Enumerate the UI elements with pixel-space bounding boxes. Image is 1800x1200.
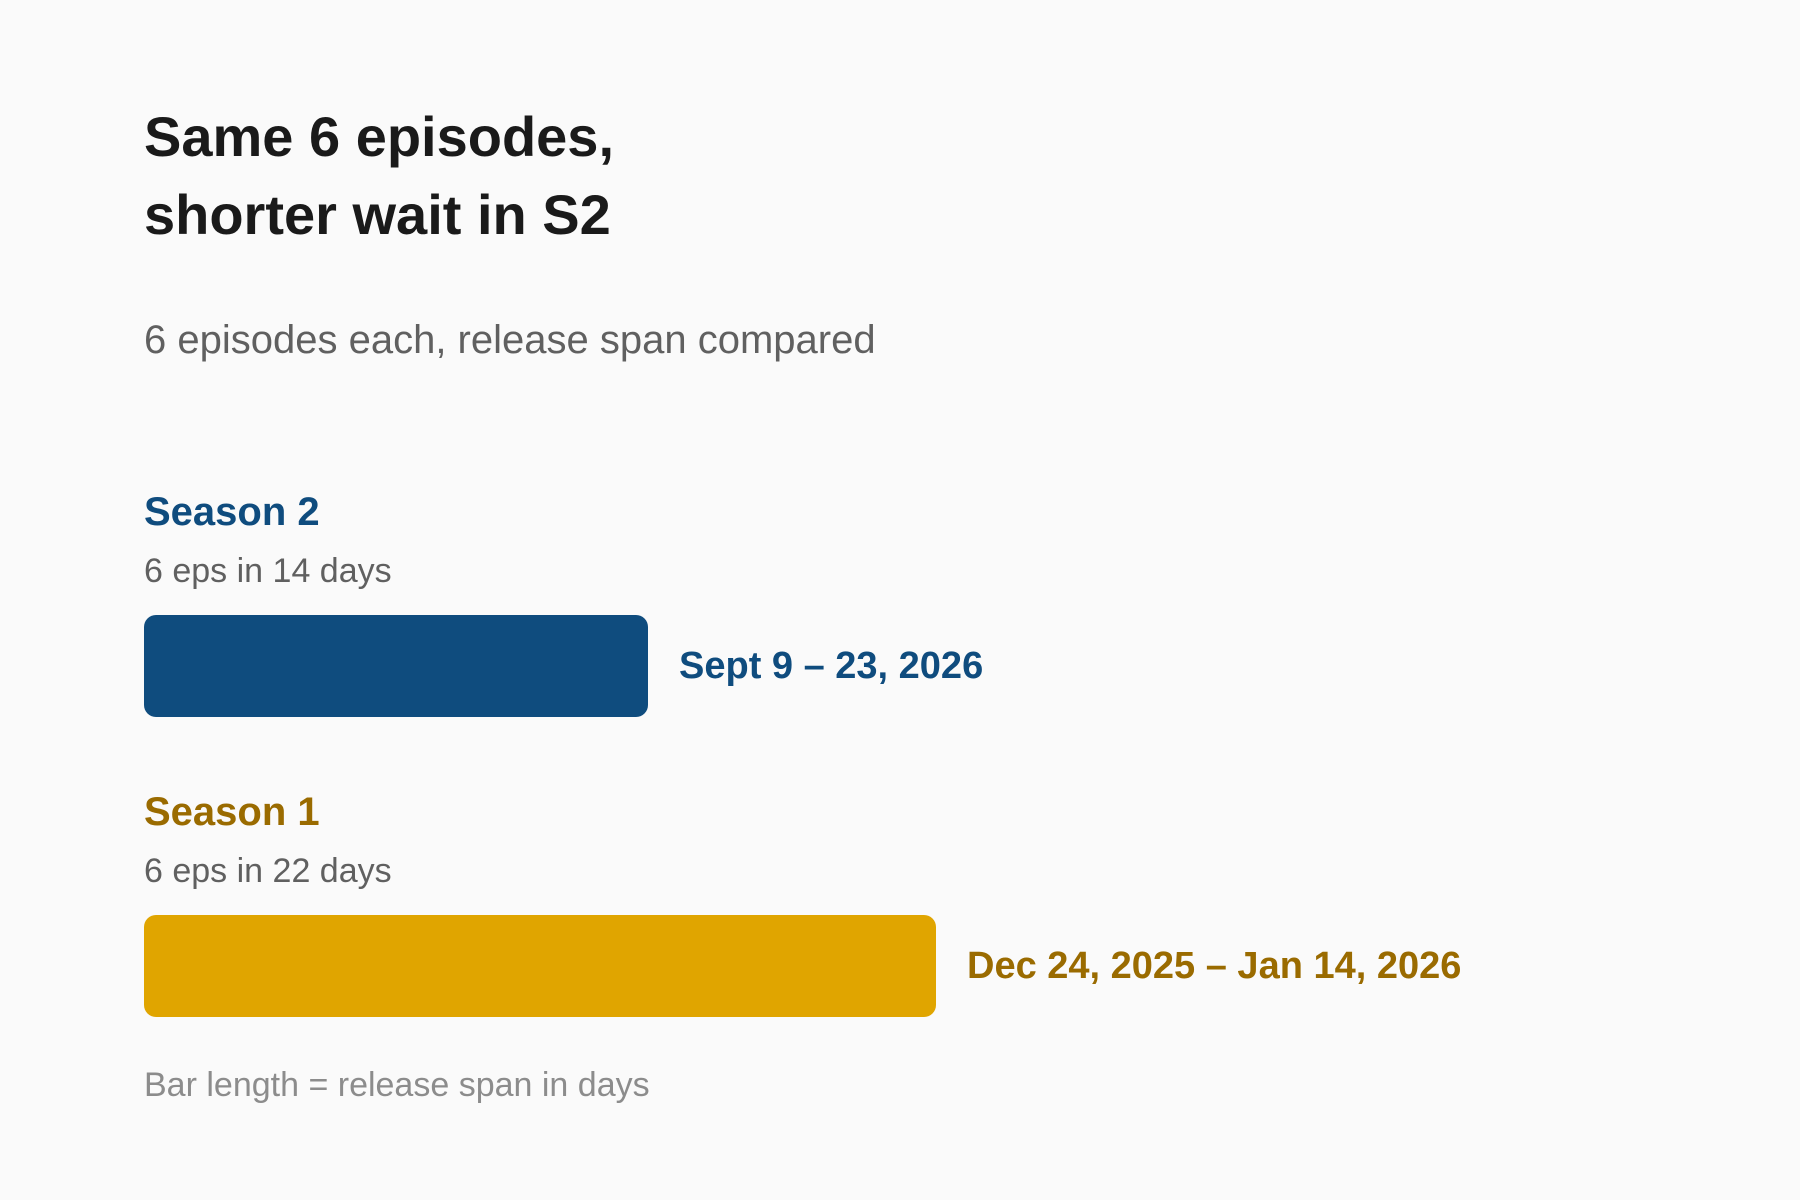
chart-subtitle: 6 episodes each, release span compared [144,318,876,362]
series-name-season-2: Season 2 [144,490,320,534]
chart-title: Same 6 episodes, shorter wait in S2 [144,98,1044,254]
range-label-season-1: Dec 24, 2025 – Jan 14, 2026 [967,945,1462,987]
chart-title-line-2: shorter wait in S2 [144,183,611,246]
bar-season-2 [144,615,648,717]
chart-title-line-1: Same 6 episodes, [144,105,615,168]
range-label-season-2: Sept 9 – 23, 2026 [679,645,984,687]
chart-footnote: Bar length = release span in days [144,1066,650,1104]
bar-season-1 [144,915,936,1017]
series-note-season-1: 6 eps in 22 days [144,852,392,890]
series-name-season-1: Season 1 [144,790,320,834]
series-note-season-2: 6 eps in 14 days [144,552,392,590]
